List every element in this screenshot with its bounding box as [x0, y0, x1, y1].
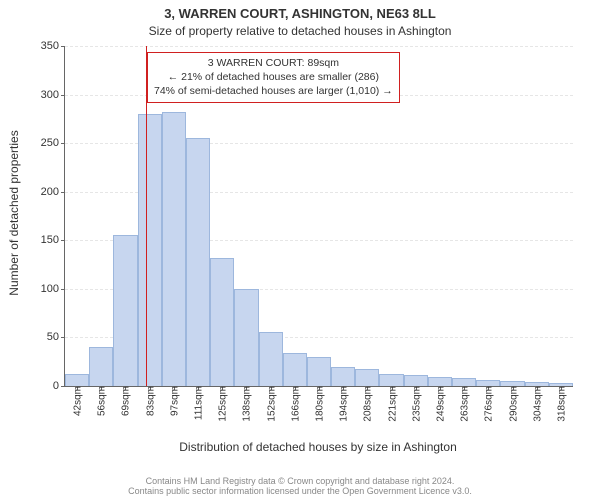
x-tick-label: 138sqm [240, 386, 253, 422]
x-tick-label: 152sqm [264, 386, 277, 422]
y-tick-label: 250 [41, 137, 65, 149]
x-tick-label: 318sqm [554, 386, 567, 422]
footer-line-1: Contains HM Land Registry data © Crown c… [0, 476, 600, 486]
x-tick-label: 208sqm [361, 386, 374, 422]
x-tick-label: 166sqm [288, 386, 301, 422]
histogram-bar [162, 112, 186, 386]
annotation-line-1: 3 WARREN COURT: 89sqm [154, 56, 393, 70]
x-tick-label: 304sqm [530, 386, 543, 422]
x-tick-label: 69sqm [119, 386, 132, 416]
y-tick-label: 150 [41, 234, 65, 246]
x-tick-label: 180sqm [313, 386, 326, 422]
histogram-bar [113, 235, 137, 386]
footer: Contains HM Land Registry data © Crown c… [0, 476, 600, 496]
page-title: 3, WARREN COURT, ASHINGTON, NE63 8LL [0, 6, 600, 21]
x-tick-label: 276sqm [482, 386, 495, 422]
footer-line-2: Contains public sector information licen… [0, 486, 600, 496]
x-tick-label: 221sqm [385, 386, 398, 422]
histogram-bar [428, 377, 452, 386]
x-tick-label: 97sqm [167, 386, 180, 416]
x-tick-label: 194sqm [337, 386, 350, 422]
histogram-bar [234, 289, 258, 386]
x-tick-label: 125sqm [216, 386, 229, 422]
histogram-bar [259, 332, 283, 386]
histogram-bar [331, 367, 355, 386]
histogram-bar [65, 374, 89, 386]
annotation-box: 3 WARREN COURT: 89sqm ← 21% of detached … [147, 52, 400, 103]
x-tick-label: 249sqm [433, 386, 446, 422]
annotation-line-3: 74% of semi-detached houses are larger (… [154, 84, 393, 98]
page-subtitle: Size of property relative to detached ho… [0, 24, 600, 38]
plot-area: 05010015020025030035042sqm56sqm69sqm83sq… [64, 46, 573, 387]
y-tick-label: 100 [41, 283, 65, 295]
x-tick-label: 56sqm [95, 386, 108, 416]
x-tick-label: 111sqm [192, 386, 205, 420]
histogram-bar [404, 375, 428, 386]
x-tick-label: 290sqm [506, 386, 519, 422]
histogram-bar [89, 347, 113, 386]
histogram-bar [138, 114, 162, 386]
x-tick-label: 42sqm [71, 386, 84, 416]
histogram-bar [283, 353, 307, 386]
x-tick-label: 263sqm [458, 386, 471, 422]
y-tick-label: 50 [47, 331, 65, 343]
y-tick-label: 350 [41, 40, 65, 52]
grid-line [65, 46, 573, 47]
y-tick-label: 200 [41, 186, 65, 198]
y-axis-label: Number of detached properties [7, 113, 21, 313]
chart-container: 3, WARREN COURT, ASHINGTON, NE63 8LL Siz… [0, 0, 600, 500]
x-axis-label: Distribution of detached houses by size … [64, 440, 572, 454]
histogram-bar [452, 378, 476, 386]
histogram-bar [379, 374, 403, 386]
histogram-bar [210, 258, 234, 386]
x-tick-label: 83sqm [143, 386, 156, 416]
histogram-bar [307, 357, 331, 386]
histogram-bar [186, 138, 210, 386]
annotation-line-2: ← 21% of detached houses are smaller (28… [154, 70, 393, 84]
y-tick-label: 300 [41, 89, 65, 101]
histogram-bar [355, 369, 379, 386]
x-tick-label: 235sqm [409, 386, 422, 422]
y-tick-label: 0 [53, 380, 65, 392]
